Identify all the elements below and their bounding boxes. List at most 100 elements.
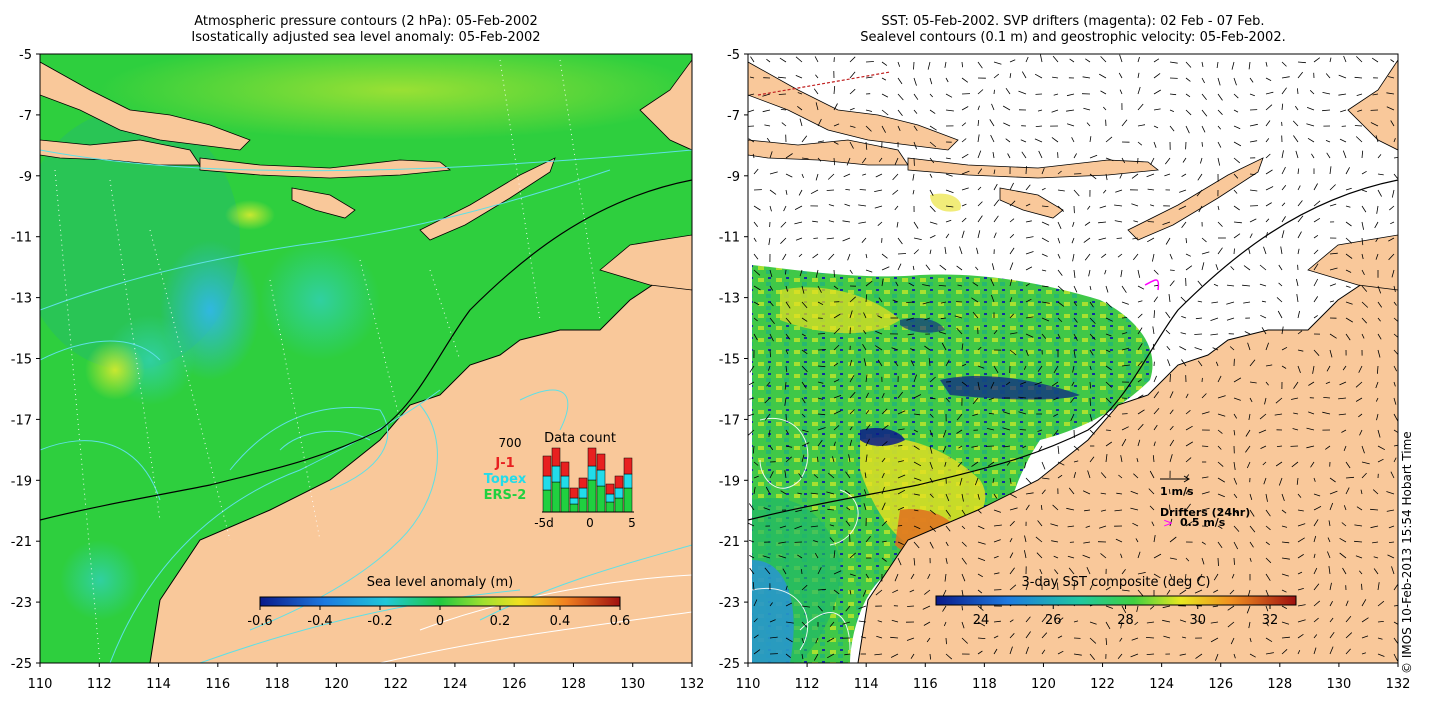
velocity-arrow bbox=[912, 265, 915, 271]
velocity-arrow bbox=[752, 445, 755, 454]
velocity-arrow bbox=[881, 472, 885, 479]
velocity-arrow bbox=[1169, 518, 1173, 527]
velocity-arrow bbox=[1377, 349, 1381, 358]
velocity-arrow bbox=[1162, 619, 1171, 623]
velocity-arrow bbox=[1341, 429, 1347, 433]
data-count-bar bbox=[596, 453, 606, 471]
velocity-arrow bbox=[1361, 237, 1364, 246]
velocity-arrow bbox=[1182, 636, 1187, 639]
data-count-bar bbox=[578, 477, 588, 489]
velocity-arrow bbox=[1041, 167, 1045, 175]
lon-tick-label: 132 bbox=[680, 677, 705, 692]
velocity-arrow bbox=[1325, 73, 1331, 79]
velocity-arrow bbox=[1329, 333, 1337, 339]
velocity-arrow bbox=[1213, 589, 1219, 593]
velocity-arrow bbox=[1025, 220, 1032, 223]
velocity-arrow bbox=[881, 441, 888, 447]
velocity-arrow bbox=[988, 412, 995, 415]
velocity-arrow bbox=[1217, 93, 1223, 101]
velocity-arrow bbox=[1293, 412, 1299, 415]
velocity-arrow bbox=[780, 490, 787, 495]
velocity-arrow bbox=[1247, 589, 1251, 598]
velocity-arrow bbox=[1041, 317, 1050, 322]
velocity-arrow bbox=[1169, 373, 1171, 383]
velocity-arrow bbox=[990, 381, 995, 389]
velocity-arrow bbox=[1377, 600, 1385, 607]
velocity-arrow bbox=[993, 648, 998, 655]
velocity-arrow bbox=[1185, 503, 1191, 511]
velocity-arrow bbox=[1297, 604, 1306, 607]
velocity-arrow bbox=[1098, 221, 1107, 224]
velocity-arrow bbox=[1393, 457, 1397, 463]
lon-tick-label: 114 bbox=[854, 677, 879, 692]
velocity-arrow bbox=[1185, 488, 1190, 495]
velocity-arrow bbox=[817, 413, 826, 416]
velocity-arrow bbox=[1104, 269, 1107, 275]
velocity-arrow bbox=[988, 397, 995, 401]
velocity-arrow bbox=[956, 429, 963, 434]
velocity-arrow bbox=[1052, 504, 1059, 511]
velocity-arrow bbox=[817, 140, 825, 143]
velocity-arrow bbox=[1248, 413, 1251, 420]
velocity-arrow bbox=[878, 297, 883, 303]
velocity-arrow bbox=[1370, 122, 1379, 127]
velocity-arrow bbox=[1057, 301, 1065, 307]
velocity-arrow bbox=[1278, 282, 1283, 287]
velocity-arrow bbox=[1132, 253, 1139, 261]
velocity-arrow bbox=[1115, 189, 1123, 193]
velocity-arrow bbox=[863, 503, 867, 511]
lat-tick-label: -25 bbox=[11, 657, 32, 672]
velocity-arrow bbox=[865, 269, 873, 273]
left-title-line2: Isostatically adjusted sea level anomaly… bbox=[191, 30, 541, 45]
velocity-arrow bbox=[801, 301, 808, 309]
velocity-arrow bbox=[874, 189, 883, 192]
velocity-arrow bbox=[1149, 505, 1155, 511]
velocity-arrow bbox=[1258, 429, 1267, 434]
velocity-arrow bbox=[992, 152, 995, 159]
velocity-arrow bbox=[1041, 599, 1046, 607]
velocity-arrow bbox=[1265, 186, 1274, 191]
velocity-arrow bbox=[1377, 173, 1384, 176]
velocity-arrow bbox=[785, 445, 793, 448]
velocity-arrow bbox=[785, 653, 791, 659]
lon-tick-label: 128 bbox=[1267, 677, 1292, 692]
velocity-arrow bbox=[1201, 476, 1209, 479]
velocity-arrow bbox=[897, 125, 901, 131]
velocity-arrow bbox=[865, 424, 871, 431]
velocity-arrow bbox=[1329, 57, 1332, 63]
velocity-arrow bbox=[1393, 349, 1398, 356]
velocity-arrow bbox=[913, 221, 919, 229]
velocity-arrow bbox=[817, 333, 826, 335]
velocity-arrow bbox=[1265, 153, 1271, 159]
velocity-arrow bbox=[1313, 535, 1317, 543]
velocity-arrow bbox=[1197, 173, 1203, 181]
velocity-arrow bbox=[975, 266, 979, 271]
velocity-arrow bbox=[1313, 263, 1319, 271]
velocity-arrow bbox=[749, 555, 755, 559]
velocity-arrow bbox=[1089, 584, 1093, 591]
velocity-arrow bbox=[876, 635, 883, 639]
velocity-arrow bbox=[1037, 429, 1043, 432]
lon-tick-label: 122 bbox=[383, 677, 408, 692]
velocity-arrow bbox=[1217, 205, 1220, 211]
velocity-arrow bbox=[842, 220, 851, 223]
velocity-arrow bbox=[1133, 473, 1139, 479]
velocity-arrow bbox=[1121, 364, 1130, 367]
velocity-arrow bbox=[897, 428, 905, 431]
velocity-arrow bbox=[865, 573, 870, 579]
velocity-arrow bbox=[1342, 567, 1347, 575]
velocity-arrow bbox=[1313, 183, 1318, 191]
velocity-arrow bbox=[1326, 365, 1331, 372]
velocity-arrow bbox=[875, 589, 883, 596]
velocity-arrow bbox=[1009, 507, 1018, 511]
velocity-arrow bbox=[1025, 333, 1034, 338]
velocity-arrow bbox=[1297, 330, 1303, 335]
velocity-arrow bbox=[1200, 157, 1203, 164]
colorbar-tick-label: 0 bbox=[436, 614, 444, 629]
velocity-arrow bbox=[748, 522, 755, 527]
right-title-line1: SST: 05-Feb-2002. SVP drifters (magenta)… bbox=[881, 14, 1265, 29]
velocity-arrow bbox=[801, 413, 806, 418]
velocity-arrow bbox=[1007, 153, 1011, 159]
velocity-arrow bbox=[799, 269, 803, 277]
data-count-bar bbox=[551, 465, 561, 483]
